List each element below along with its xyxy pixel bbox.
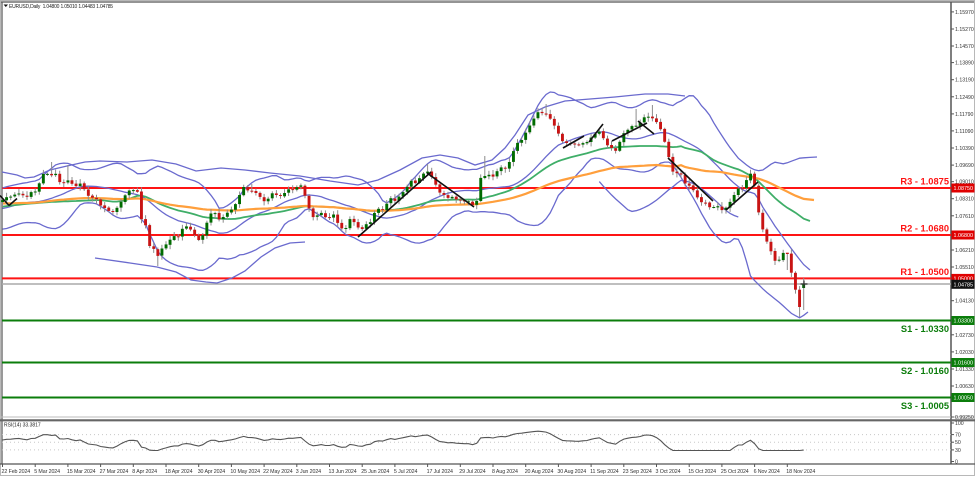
svg-text:1.13190: 1.13190 (955, 78, 974, 84)
svg-text:25 Oct 2024: 25 Oct 2024 (721, 469, 749, 475)
svg-text:R3 - 1.0875: R3 - 1.0875 (900, 177, 949, 187)
svg-text:22 May 2024: 22 May 2024 (263, 469, 293, 475)
svg-text:1.13890: 1.13890 (955, 61, 974, 67)
svg-text:30: 30 (955, 448, 961, 454)
svg-text:1.08310: 1.08310 (955, 197, 974, 203)
svg-text:23 Sep 2024: 23 Sep 2024 (623, 469, 652, 475)
svg-text:1.12490: 1.12490 (955, 95, 974, 101)
svg-text:22 Feb 2024: 22 Feb 2024 (2, 469, 31, 475)
svg-text:RSI(14) 33.3817: RSI(14) 33.3817 (4, 422, 41, 428)
svg-text:17 Jul 2024: 17 Jul 2024 (427, 469, 453, 475)
svg-text:EURUSD,Daily 1.04800 1.05010: EURUSD,Daily 1.04800 1.05010 1.04483 1.0… (9, 4, 113, 10)
svg-text:1.06210: 1.06210 (955, 248, 974, 254)
svg-text:1.04785: 1.04785 (954, 283, 974, 289)
svg-text:70: 70 (955, 433, 961, 439)
svg-text:8 Aug 2024: 8 Aug 2024 (492, 469, 518, 475)
svg-text:S2 - 1.0160: S2 - 1.0160 (901, 366, 949, 376)
svg-text:100: 100 (955, 421, 964, 427)
svg-text:1.00630: 1.00630 (955, 384, 974, 390)
svg-text:S3 - 1.0005: S3 - 1.0005 (901, 401, 949, 411)
svg-text:25 Jun 2024: 25 Jun 2024 (361, 469, 389, 475)
svg-text:1.05510: 1.05510 (955, 265, 974, 271)
svg-text:S1 - 1.0330: S1 - 1.0330 (901, 324, 949, 334)
svg-text:18 Apr 2024: 18 Apr 2024 (165, 469, 193, 475)
svg-text:1.09690: 1.09690 (955, 163, 974, 169)
svg-text:1.09010: 1.09010 (955, 180, 974, 186)
svg-text:18 Nov 2024: 18 Nov 2024 (786, 469, 815, 475)
svg-text:1.15270: 1.15270 (955, 27, 974, 33)
svg-text:3 Jun 2024: 3 Jun 2024 (296, 469, 321, 475)
svg-text:29 Jul 2024: 29 Jul 2024 (459, 469, 485, 475)
svg-text:27 Mar 2024: 27 Mar 2024 (100, 469, 129, 475)
svg-text:30 Apr 2024: 30 Apr 2024 (198, 469, 226, 475)
svg-text:1.05000: 1.05000 (954, 277, 974, 283)
svg-text:1.02730: 1.02730 (955, 333, 974, 339)
svg-text:3 Oct 2024: 3 Oct 2024 (656, 469, 681, 475)
svg-text:R1 - 1.0500: R1 - 1.0500 (900, 267, 949, 277)
svg-text:1.15970: 1.15970 (955, 10, 974, 16)
svg-text:1.01330: 1.01330 (955, 367, 974, 373)
svg-text:1.11790: 1.11790 (955, 112, 973, 118)
svg-text:15 Oct 2024: 15 Oct 2024 (688, 469, 716, 475)
svg-text:1.14570: 1.14570 (955, 44, 974, 50)
svg-text:11 Sep 2024: 11 Sep 2024 (590, 469, 619, 475)
svg-text:15 Mar 2024: 15 Mar 2024 (67, 469, 96, 475)
svg-text:1.07610: 1.07610 (955, 214, 974, 220)
svg-text:5 Jul 2024: 5 Jul 2024 (394, 469, 418, 475)
svg-text:1.11090: 1.11090 (955, 129, 973, 135)
svg-text:6 Nov 2024: 6 Nov 2024 (754, 469, 780, 475)
svg-text:20 Aug 2024: 20 Aug 2024 (525, 469, 554, 475)
svg-text:1.04130: 1.04130 (955, 299, 974, 305)
svg-text:5 Mar 2024: 5 Mar 2024 (34, 469, 60, 475)
svg-text:1.03300: 1.03300 (954, 319, 974, 325)
svg-text:10 May 2024: 10 May 2024 (230, 469, 260, 475)
svg-text:0: 0 (955, 460, 958, 466)
svg-text:13 Jun 2024: 13 Jun 2024 (329, 469, 357, 475)
svg-text:R2 - 1.0680: R2 - 1.0680 (900, 224, 949, 234)
svg-text:8 Apr 2024: 8 Apr 2024 (132, 469, 157, 475)
svg-text:0.99250: 0.99250 (955, 415, 974, 421)
svg-text:1.08750: 1.08750 (954, 186, 974, 192)
svg-text:50: 50 (955, 440, 961, 446)
svg-text:1.06800: 1.06800 (954, 233, 974, 239)
svg-text:1.01600: 1.01600 (954, 361, 974, 367)
svg-text:1.10390: 1.10390 (955, 146, 974, 152)
svg-text:1.00050: 1.00050 (954, 396, 974, 402)
svg-text:30 Aug 2024: 30 Aug 2024 (557, 469, 586, 475)
svg-text:1.02030: 1.02030 (955, 350, 974, 356)
